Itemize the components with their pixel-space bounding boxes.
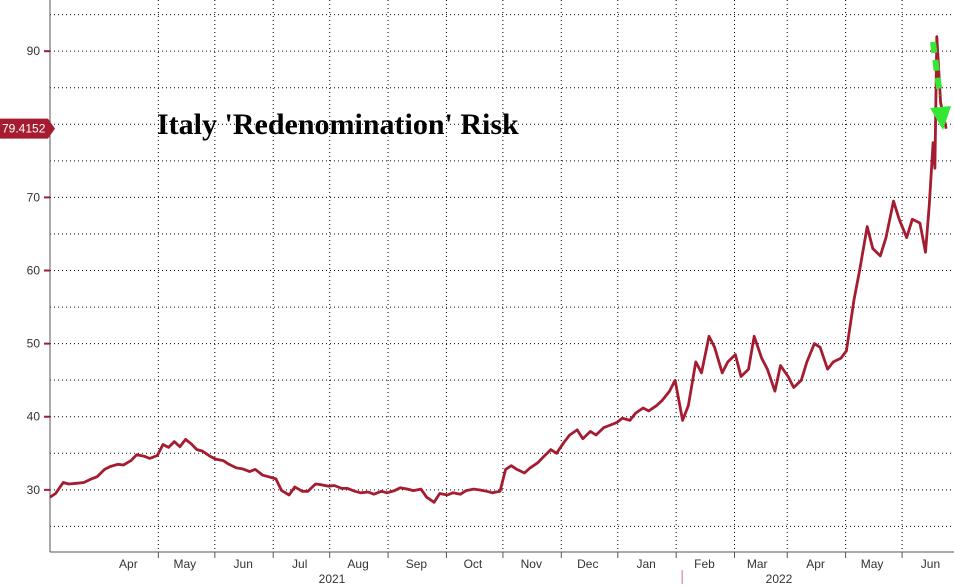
- x-tick-label: Apr: [806, 557, 825, 571]
- year-label: 2022: [766, 572, 793, 586]
- series-line: [49, 35, 948, 504]
- x-tick-label: Feb: [694, 557, 715, 571]
- x-tick-label: Sep: [406, 557, 428, 571]
- x-tick-label: Jan: [636, 557, 655, 571]
- arrow-shaft: [930, 41, 943, 97]
- y-tick-label: 40: [27, 410, 41, 424]
- x-tick-label: Mar: [747, 557, 768, 571]
- x-tick-label: Dec: [577, 557, 598, 571]
- y-tick-label: 50: [27, 337, 41, 351]
- last-value-label: 79.4152: [2, 122, 46, 136]
- y-tick-label: 60: [27, 264, 41, 278]
- y-tick-label: 90: [27, 44, 41, 58]
- year-label: 2021: [319, 572, 346, 586]
- y-tick-label: 70: [27, 190, 41, 204]
- x-tick-label: Jun: [234, 557, 253, 571]
- x-axis-ticks: Apr May Jun Jul Aug Sep Oct Nov Dec Jan Feb Mar Apr M…: [119, 552, 940, 571]
- grid-lines: [50, 0, 954, 552]
- x-tick-label: Apr: [119, 557, 138, 571]
- x-tick-label: Aug: [347, 557, 368, 571]
- x-tick-label: Oct: [464, 557, 483, 571]
- y-axis-ticks: 30405060708090: [27, 44, 50, 497]
- axes: [49, 0, 954, 553]
- chart-title: Italy 'Redenomination' Risk: [157, 108, 519, 141]
- down-arrow-annotation: [930, 41, 951, 130]
- arrow-head: [930, 106, 951, 130]
- year-labels: 2021 2022: [319, 570, 793, 586]
- last-value-badge-bg: [0, 118, 55, 139]
- last-value-badge: 79.4152: [0, 118, 55, 139]
- x-tick-label: May: [174, 557, 197, 571]
- x-tick-label: Nov: [521, 557, 542, 571]
- y-tick-label: 30: [27, 483, 41, 497]
- x-tick-label: Jun: [921, 557, 940, 571]
- x-tick-label: May: [861, 557, 884, 571]
- x-tick-label: Jul: [292, 557, 307, 571]
